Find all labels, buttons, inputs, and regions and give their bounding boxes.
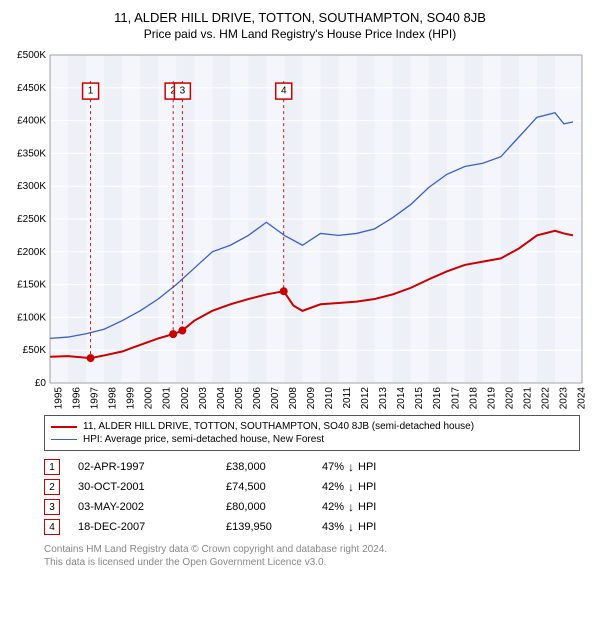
- svg-text:£400K: £400K: [17, 116, 46, 127]
- svg-text:2001: 2001: [162, 387, 173, 409]
- sale-row: 4 18-DEC-2007 £139,950 43%↓HPI: [44, 517, 580, 537]
- svg-text:2015: 2015: [414, 387, 425, 409]
- legend: 11, ALDER HILL DRIVE, TOTTON, SOUTHAMPTO…: [44, 415, 580, 451]
- svg-text:£150K: £150K: [17, 280, 46, 291]
- svg-text:2016: 2016: [432, 387, 443, 409]
- svg-text:2017: 2017: [450, 387, 461, 409]
- svg-text:2022: 2022: [540, 387, 551, 409]
- svg-text:2013: 2013: [378, 387, 389, 409]
- sale-price: £80,000: [226, 501, 304, 513]
- page-title: 11, ALDER HILL DRIVE, TOTTON, SOUTHAMPTO…: [6, 10, 594, 25]
- sale-pct: 43%↓HPI: [322, 520, 412, 534]
- svg-text:2006: 2006: [252, 387, 263, 409]
- legend-label: 11, ALDER HILL DRIVE, TOTTON, SOUTHAMPTO…: [83, 421, 474, 432]
- sale-date: 18-DEC-2007: [78, 521, 208, 533]
- svg-text:2007: 2007: [270, 387, 281, 409]
- sale-date: 30-OCT-2001: [78, 481, 208, 493]
- svg-text:2010: 2010: [324, 387, 335, 409]
- down-arrow-icon: ↓: [348, 480, 354, 494]
- sale-pct: 47%↓HPI: [322, 460, 412, 474]
- sale-price: £38,000: [226, 461, 304, 473]
- sale-price: £139,950: [226, 521, 304, 533]
- legend-swatch: [51, 426, 77, 428]
- svg-text:2003: 2003: [198, 387, 209, 409]
- sale-pct: 42%↓HPI: [322, 500, 412, 514]
- license-line-1: Contains HM Land Registry data © Crown c…: [44, 543, 580, 556]
- svg-text:£0: £0: [35, 378, 47, 389]
- svg-text:2019: 2019: [486, 387, 497, 409]
- sale-number-box: 1: [44, 459, 60, 475]
- svg-text:2023: 2023: [558, 387, 569, 409]
- down-arrow-icon: ↓: [348, 500, 354, 514]
- sale-pct: 42%↓HPI: [322, 480, 412, 494]
- svg-text:2005: 2005: [234, 387, 245, 409]
- legend-item: 11, ALDER HILL DRIVE, TOTTON, SOUTHAMPTO…: [51, 420, 573, 433]
- svg-text:2020: 2020: [504, 387, 515, 409]
- svg-text:2018: 2018: [468, 387, 479, 409]
- svg-text:1997: 1997: [90, 387, 101, 409]
- sale-date: 02-APR-1997: [78, 461, 208, 473]
- svg-text:2000: 2000: [144, 387, 155, 409]
- svg-text:4: 4: [281, 86, 287, 97]
- svg-text:1995: 1995: [54, 387, 65, 409]
- svg-text:2011: 2011: [342, 387, 353, 409]
- svg-text:£500K: £500K: [17, 50, 46, 61]
- sale-row: 1 02-APR-1997 £38,000 47%↓HPI: [44, 457, 580, 477]
- down-arrow-icon: ↓: [348, 520, 354, 534]
- sale-number-box: 4: [44, 519, 60, 535]
- sale-number-box: 3: [44, 499, 60, 515]
- svg-text:1996: 1996: [72, 387, 83, 409]
- svg-text:2004: 2004: [216, 387, 227, 409]
- svg-text:£450K: £450K: [17, 83, 46, 94]
- sale-row: 3 03-MAY-2002 £80,000 42%↓HPI: [44, 497, 580, 517]
- svg-text:£250K: £250K: [17, 214, 46, 225]
- sale-number-box: 2: [44, 479, 60, 495]
- price-chart: £0 £50K £100K £150K £200K £250K £300K £350K £400…: [6, 49, 592, 409]
- svg-text:2024: 2024: [577, 387, 588, 409]
- svg-text:£200K: £200K: [17, 247, 46, 258]
- svg-text:£50K: £50K: [23, 345, 47, 356]
- svg-text:3: 3: [180, 86, 186, 97]
- svg-text:£100K: £100K: [17, 312, 46, 323]
- sale-date: 03-MAY-2002: [78, 501, 208, 513]
- svg-text:2008: 2008: [288, 387, 299, 409]
- sale-price: £74,500: [226, 481, 304, 493]
- legend-item: HPI: Average price, semi-detached house,…: [51, 433, 573, 446]
- sale-row: 2 30-OCT-2001 £74,500 42%↓HPI: [44, 477, 580, 497]
- sales-table: 1 02-APR-1997 £38,000 47%↓HPI 2 30-OCT-2001 £7…: [44, 457, 580, 537]
- license-line-2: This data is licensed under the Open Gov…: [44, 556, 580, 569]
- down-arrow-icon: ↓: [348, 460, 354, 474]
- svg-text:£300K: £300K: [17, 181, 46, 192]
- svg-text:1999: 1999: [126, 387, 137, 409]
- svg-text:2014: 2014: [396, 387, 407, 409]
- svg-text:2002: 2002: [180, 387, 191, 409]
- svg-text:£350K: £350K: [17, 148, 46, 159]
- svg-text:1998: 1998: [108, 387, 119, 409]
- license-text: Contains HM Land Registry data © Crown c…: [44, 543, 580, 569]
- legend-label: HPI: Average price, semi-detached house,…: [83, 434, 324, 445]
- page-subtitle: Price paid vs. HM Land Registry's House …: [6, 27, 594, 41]
- svg-text:2012: 2012: [360, 387, 371, 409]
- svg-text:2021: 2021: [522, 387, 533, 409]
- svg-text:2009: 2009: [306, 387, 317, 409]
- svg-text:1: 1: [88, 86, 94, 97]
- legend-swatch: [51, 439, 77, 440]
